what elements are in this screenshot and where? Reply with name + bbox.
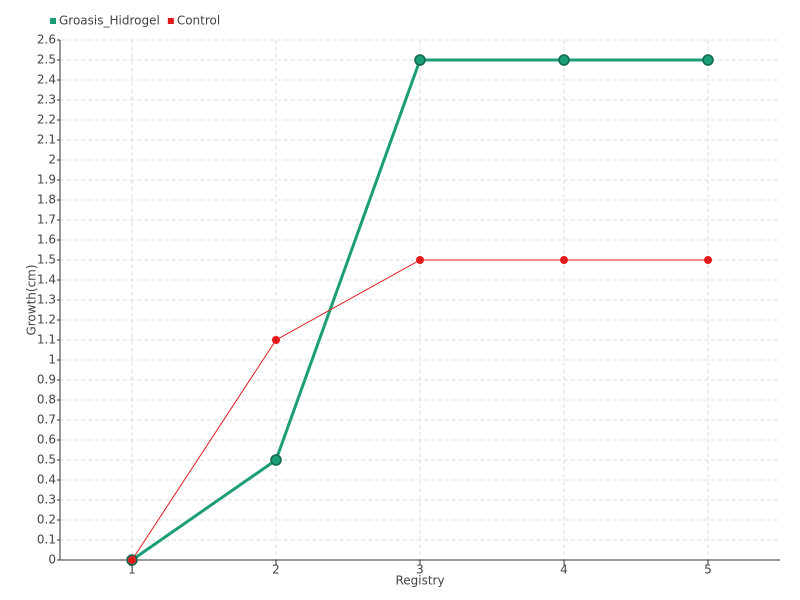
data-point: [558, 54, 570, 66]
y-tick-label: 1: [48, 353, 56, 367]
y-tick-label: 0.9: [37, 373, 56, 387]
legend-label: Control: [177, 14, 220, 28]
x-tick-label: 5: [704, 563, 712, 577]
x-tick-label: 4: [560, 563, 568, 577]
series-line: [131, 259, 708, 561]
y-tick-label: 0.4: [37, 473, 56, 487]
y-tick-label: 1.7: [37, 213, 56, 227]
y-tick-label: 1.8: [37, 193, 56, 207]
legend-swatch: [167, 18, 174, 24]
x-axis-label: Registry: [395, 574, 444, 588]
data-point: [128, 556, 136, 564]
y-tick-label: 0.7: [37, 413, 56, 427]
data-point: [560, 256, 568, 264]
x-tick-label: 2: [272, 563, 280, 577]
y-tick-label: 0.5: [37, 453, 56, 467]
y-tick-label: 0.8: [37, 393, 56, 407]
data-point: [414, 54, 426, 66]
y-tick-label: 2: [48, 153, 56, 167]
legend-label: Groasis_Hidrogel: [59, 14, 160, 28]
y-tick-label: 2.3: [37, 93, 56, 107]
y-tick-label: 2.2: [37, 113, 56, 127]
y-tick-label: 2.5: [37, 53, 56, 67]
y-tick-label: 0.1: [37, 533, 56, 547]
y-tick-label: 2.6: [37, 33, 56, 47]
y-tick-label: 0.2: [37, 513, 56, 527]
y-tick-label: 0.6: [37, 433, 56, 447]
data-point: [270, 454, 282, 466]
data-point: [702, 54, 714, 66]
y-tick-label: 1.4: [37, 273, 56, 287]
y-tick-label: 1.6: [37, 233, 56, 247]
y-tick-label: 1.1: [37, 333, 56, 347]
y-tick-label: 2.4: [37, 73, 56, 87]
data-point: [272, 336, 280, 344]
y-tick-label: 1.2: [37, 313, 56, 327]
y-axis-label: Growth(cm): [25, 264, 39, 335]
y-tick-label: 0.3: [37, 493, 56, 507]
x-tick-label: 1: [128, 563, 136, 577]
data-point: [416, 256, 424, 264]
y-tick-label: 1.3: [37, 293, 56, 307]
legend-swatch: [50, 18, 56, 24]
data-point: [704, 256, 712, 264]
y-tick-label: 0: [48, 553, 56, 567]
y-tick-label: 1.9: [37, 173, 56, 187]
x-tick-label: 3: [416, 563, 424, 577]
y-tick-label: 1.5: [37, 253, 56, 267]
y-tick-label: 2.1: [37, 133, 56, 147]
